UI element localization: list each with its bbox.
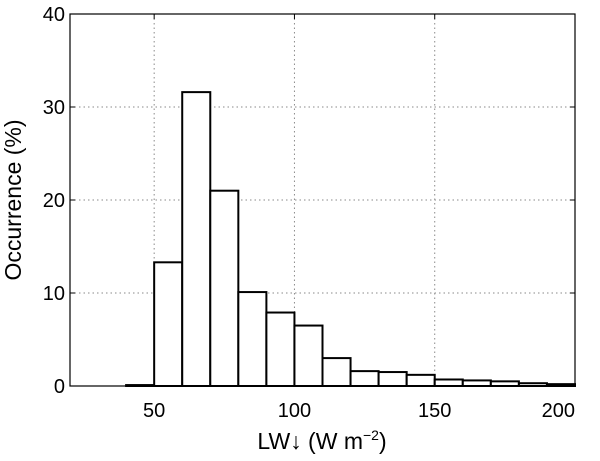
y-axis-label: Occurrence (%) xyxy=(0,119,26,280)
x-axis-label: LW↓ (W m−2) xyxy=(257,427,386,454)
y-tick-label: 20 xyxy=(43,190,65,212)
x-axis-label-tail: ) xyxy=(379,428,387,454)
histogram-bar xyxy=(153,261,184,387)
histogram-bar xyxy=(265,311,296,387)
histogram-bar xyxy=(405,373,436,387)
y-tick-label: 30 xyxy=(43,97,65,119)
x-tick-label: 150 xyxy=(418,400,451,422)
histogram-bar xyxy=(181,91,212,388)
grid-lines xyxy=(70,14,575,386)
x-axis-label-exponent: −2 xyxy=(363,427,379,443)
histogram-bars xyxy=(125,91,577,388)
x-tick-label: 200 xyxy=(542,400,575,422)
histogram-bar xyxy=(461,379,492,388)
y-tick-label: 10 xyxy=(43,283,65,305)
histogram-bar xyxy=(489,380,520,388)
histogram-bar xyxy=(321,357,352,388)
x-tick-label: 50 xyxy=(143,400,165,422)
histogram-bar xyxy=(293,324,324,387)
axis-ticks xyxy=(70,13,576,387)
histogram-bar xyxy=(237,291,268,388)
x-axis-label-main: LW↓ (W m xyxy=(257,428,363,454)
y-tick-label: 0 xyxy=(54,376,65,398)
histogram-bar xyxy=(349,370,380,387)
histogram-bar xyxy=(377,371,408,387)
histogram-bar xyxy=(209,189,240,387)
histogram-bar xyxy=(433,378,464,387)
y-tick-label: 40 xyxy=(43,4,65,26)
x-tick-labels: 50 100 150 200 xyxy=(143,400,575,422)
x-tick-label: 100 xyxy=(278,400,311,422)
y-tick-labels: 0 10 20 30 40 xyxy=(43,4,65,398)
